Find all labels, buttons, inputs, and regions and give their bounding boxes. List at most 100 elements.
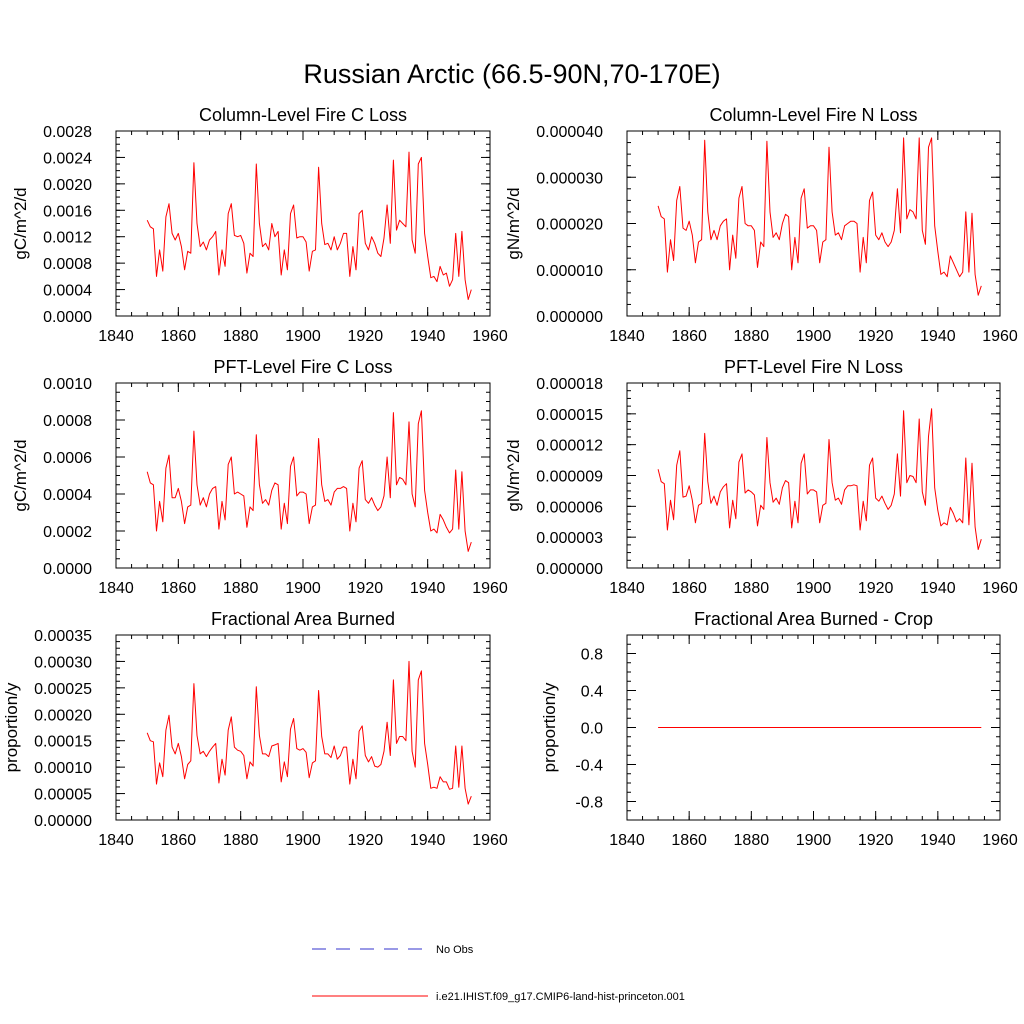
- x-tick-label: 1860: [671, 832, 707, 849]
- y-tick-label: 0.000000: [536, 309, 603, 326]
- legend: No Obs i.e21.IHIST.f09_g17.CMIP6-land-hi…: [312, 944, 685, 1003]
- x-tick-label: 1880: [734, 832, 770, 849]
- chart-panel-2: 1840 1860 1880 1900 1920 1940 1960 0.000000 0.00…: [504, 105, 1018, 345]
- y-tick-label: 0.0000: [43, 561, 92, 578]
- x-tick-label: 1880: [223, 832, 259, 849]
- y-tick-label: 0.000015: [536, 407, 603, 424]
- series-line-1: [146, 660, 472, 805]
- y-tick-label: 0.0012: [43, 230, 92, 247]
- legend-label-no-obs: No Obs: [436, 944, 474, 956]
- x-tick-label: 1920: [858, 328, 894, 345]
- x-tick-label: 1960: [982, 580, 1018, 597]
- y-tick-label: 0.0004: [43, 283, 92, 300]
- x-tick-label: 1960: [472, 832, 508, 849]
- x-tick-label: 1840: [98, 832, 134, 849]
- panels: 1840 1860 1880 1900 1920 1940 1960 0.0000 0.0004…: [2, 105, 1018, 849]
- x-tick-label: 1900: [796, 328, 832, 345]
- x-tick-label: 1860: [671, 580, 707, 597]
- y-tick-label: 0.0004: [43, 487, 92, 504]
- y-tick-label: 0.00005: [34, 787, 92, 804]
- x-tick-label: 1880: [734, 580, 770, 597]
- plot-frame: [115, 382, 491, 569]
- y-tick-label: 0.000012: [536, 438, 603, 455]
- y-tick-label: -0.8: [575, 795, 603, 812]
- x-tick-label: 1860: [161, 328, 197, 345]
- y-tick-label: 0.000003: [536, 530, 603, 547]
- y-axis-label: proportion/y: [540, 682, 559, 772]
- x-tick-label: 1840: [609, 328, 645, 345]
- x-tick-label: 1880: [734, 328, 770, 345]
- y-axis-label: gN/m^2/d: [504, 187, 523, 259]
- y-axis-label: gC/m^2/d: [11, 187, 30, 259]
- x-tick-label: 1940: [920, 832, 956, 849]
- x-tick-label: 1920: [348, 832, 384, 849]
- y-tick-label: 0.8: [581, 647, 603, 664]
- chart-title: Fractional Area Burned: [211, 609, 395, 629]
- y-tick-label: 0.00000: [34, 813, 92, 830]
- chart-panel-1: 1840 1860 1880 1900 1920 1940 1960 0.0000 0.0004…: [11, 105, 508, 345]
- plot-frame: [626, 382, 1001, 569]
- x-tick-label: 1900: [285, 328, 321, 345]
- series-line-1: [146, 410, 472, 552]
- x-tick-label: 1900: [285, 580, 321, 597]
- series-line-1: [146, 151, 472, 300]
- y-tick-label: 0.000020: [536, 217, 603, 234]
- y-tick-label: 0.00030: [34, 654, 92, 671]
- y-tick-label: 0.0016: [43, 203, 92, 220]
- x-tick-label: 1880: [223, 580, 259, 597]
- y-tick-label: 0.00010: [34, 760, 92, 777]
- y-tick-label: 0.000010: [536, 263, 603, 280]
- y-tick-label: 0.0008: [43, 413, 92, 430]
- x-tick-label: 1920: [348, 328, 384, 345]
- x-tick-label: 1900: [796, 832, 832, 849]
- y-tick-label: 0.0: [581, 721, 603, 738]
- y-tick-label: 0.000030: [536, 170, 603, 187]
- series-line-1: [657, 408, 982, 550]
- y-tick-label: 0.000006: [536, 499, 603, 516]
- x-tick-label: 1840: [609, 580, 645, 597]
- x-tick-label: 1860: [671, 328, 707, 345]
- x-tick-label: 1920: [858, 580, 894, 597]
- x-tick-label: 1900: [796, 580, 832, 597]
- y-tick-label: 0.000000: [536, 561, 603, 578]
- chart-title: Fractional Area Burned - Crop: [694, 609, 933, 629]
- y-tick-label: 0.00025: [34, 681, 92, 698]
- y-tick-label: 0.000009: [536, 469, 603, 486]
- y-tick-label: 0.0028: [43, 124, 92, 141]
- x-tick-label: 1940: [410, 580, 446, 597]
- x-tick-label: 1920: [858, 832, 894, 849]
- y-tick-label: -0.4: [575, 758, 603, 775]
- chart-title: Column-Level Fire C Loss: [199, 105, 407, 125]
- chart-panel-4: 1840 1860 1880 1900 1920 1940 1960 0.000000 0.00…: [504, 357, 1018, 597]
- chart-title: PFT-Level Fire N Loss: [724, 357, 903, 377]
- y-tick-label: 0.0024: [43, 150, 92, 167]
- chart-panel-3: 1840 1860 1880 1900 1920 1940 1960 0.0000 0.0002…: [11, 357, 508, 597]
- y-tick-label: 0.00015: [34, 734, 92, 751]
- y-tick-label: 0.000040: [536, 124, 603, 141]
- y-axis-label: gN/m^2/d: [504, 439, 523, 511]
- plot-frame: [115, 130, 491, 317]
- x-tick-label: 1840: [609, 832, 645, 849]
- x-tick-label: 1940: [410, 832, 446, 849]
- y-tick-label: 0.00035: [34, 628, 92, 645]
- y-tick-label: 0.0006: [43, 450, 92, 467]
- x-tick-label: 1960: [472, 328, 508, 345]
- y-tick-label: 0.0002: [43, 524, 92, 541]
- x-tick-label: 1920: [348, 580, 384, 597]
- y-axis-label: gC/m^2/d: [11, 439, 30, 511]
- y-axis-label: proportion/y: [2, 682, 21, 772]
- chart-panel-6: 1840 1860 1880 1900 1920 1940 1960 -0.8 -0.4 0.0 0…: [540, 609, 1018, 849]
- y-tick-label: 0.00020: [34, 707, 92, 724]
- chart-title: Column-Level Fire N Loss: [709, 105, 917, 125]
- x-tick-label: 1940: [920, 328, 956, 345]
- x-tick-label: 1840: [98, 580, 134, 597]
- figure-title: Russian Arctic (66.5-90N,70-170E): [303, 59, 720, 89]
- plot-frame: [115, 634, 491, 821]
- x-tick-label: 1960: [982, 328, 1018, 345]
- legend-label-model-run: i.e21.IHIST.f09_g17.CMIP6-land-hist-prin…: [436, 991, 685, 1003]
- chart-title: PFT-Level Fire C Loss: [213, 357, 392, 377]
- x-tick-label: 1960: [472, 580, 508, 597]
- x-tick-label: 1860: [161, 580, 197, 597]
- y-tick-label: 0.4: [581, 684, 603, 701]
